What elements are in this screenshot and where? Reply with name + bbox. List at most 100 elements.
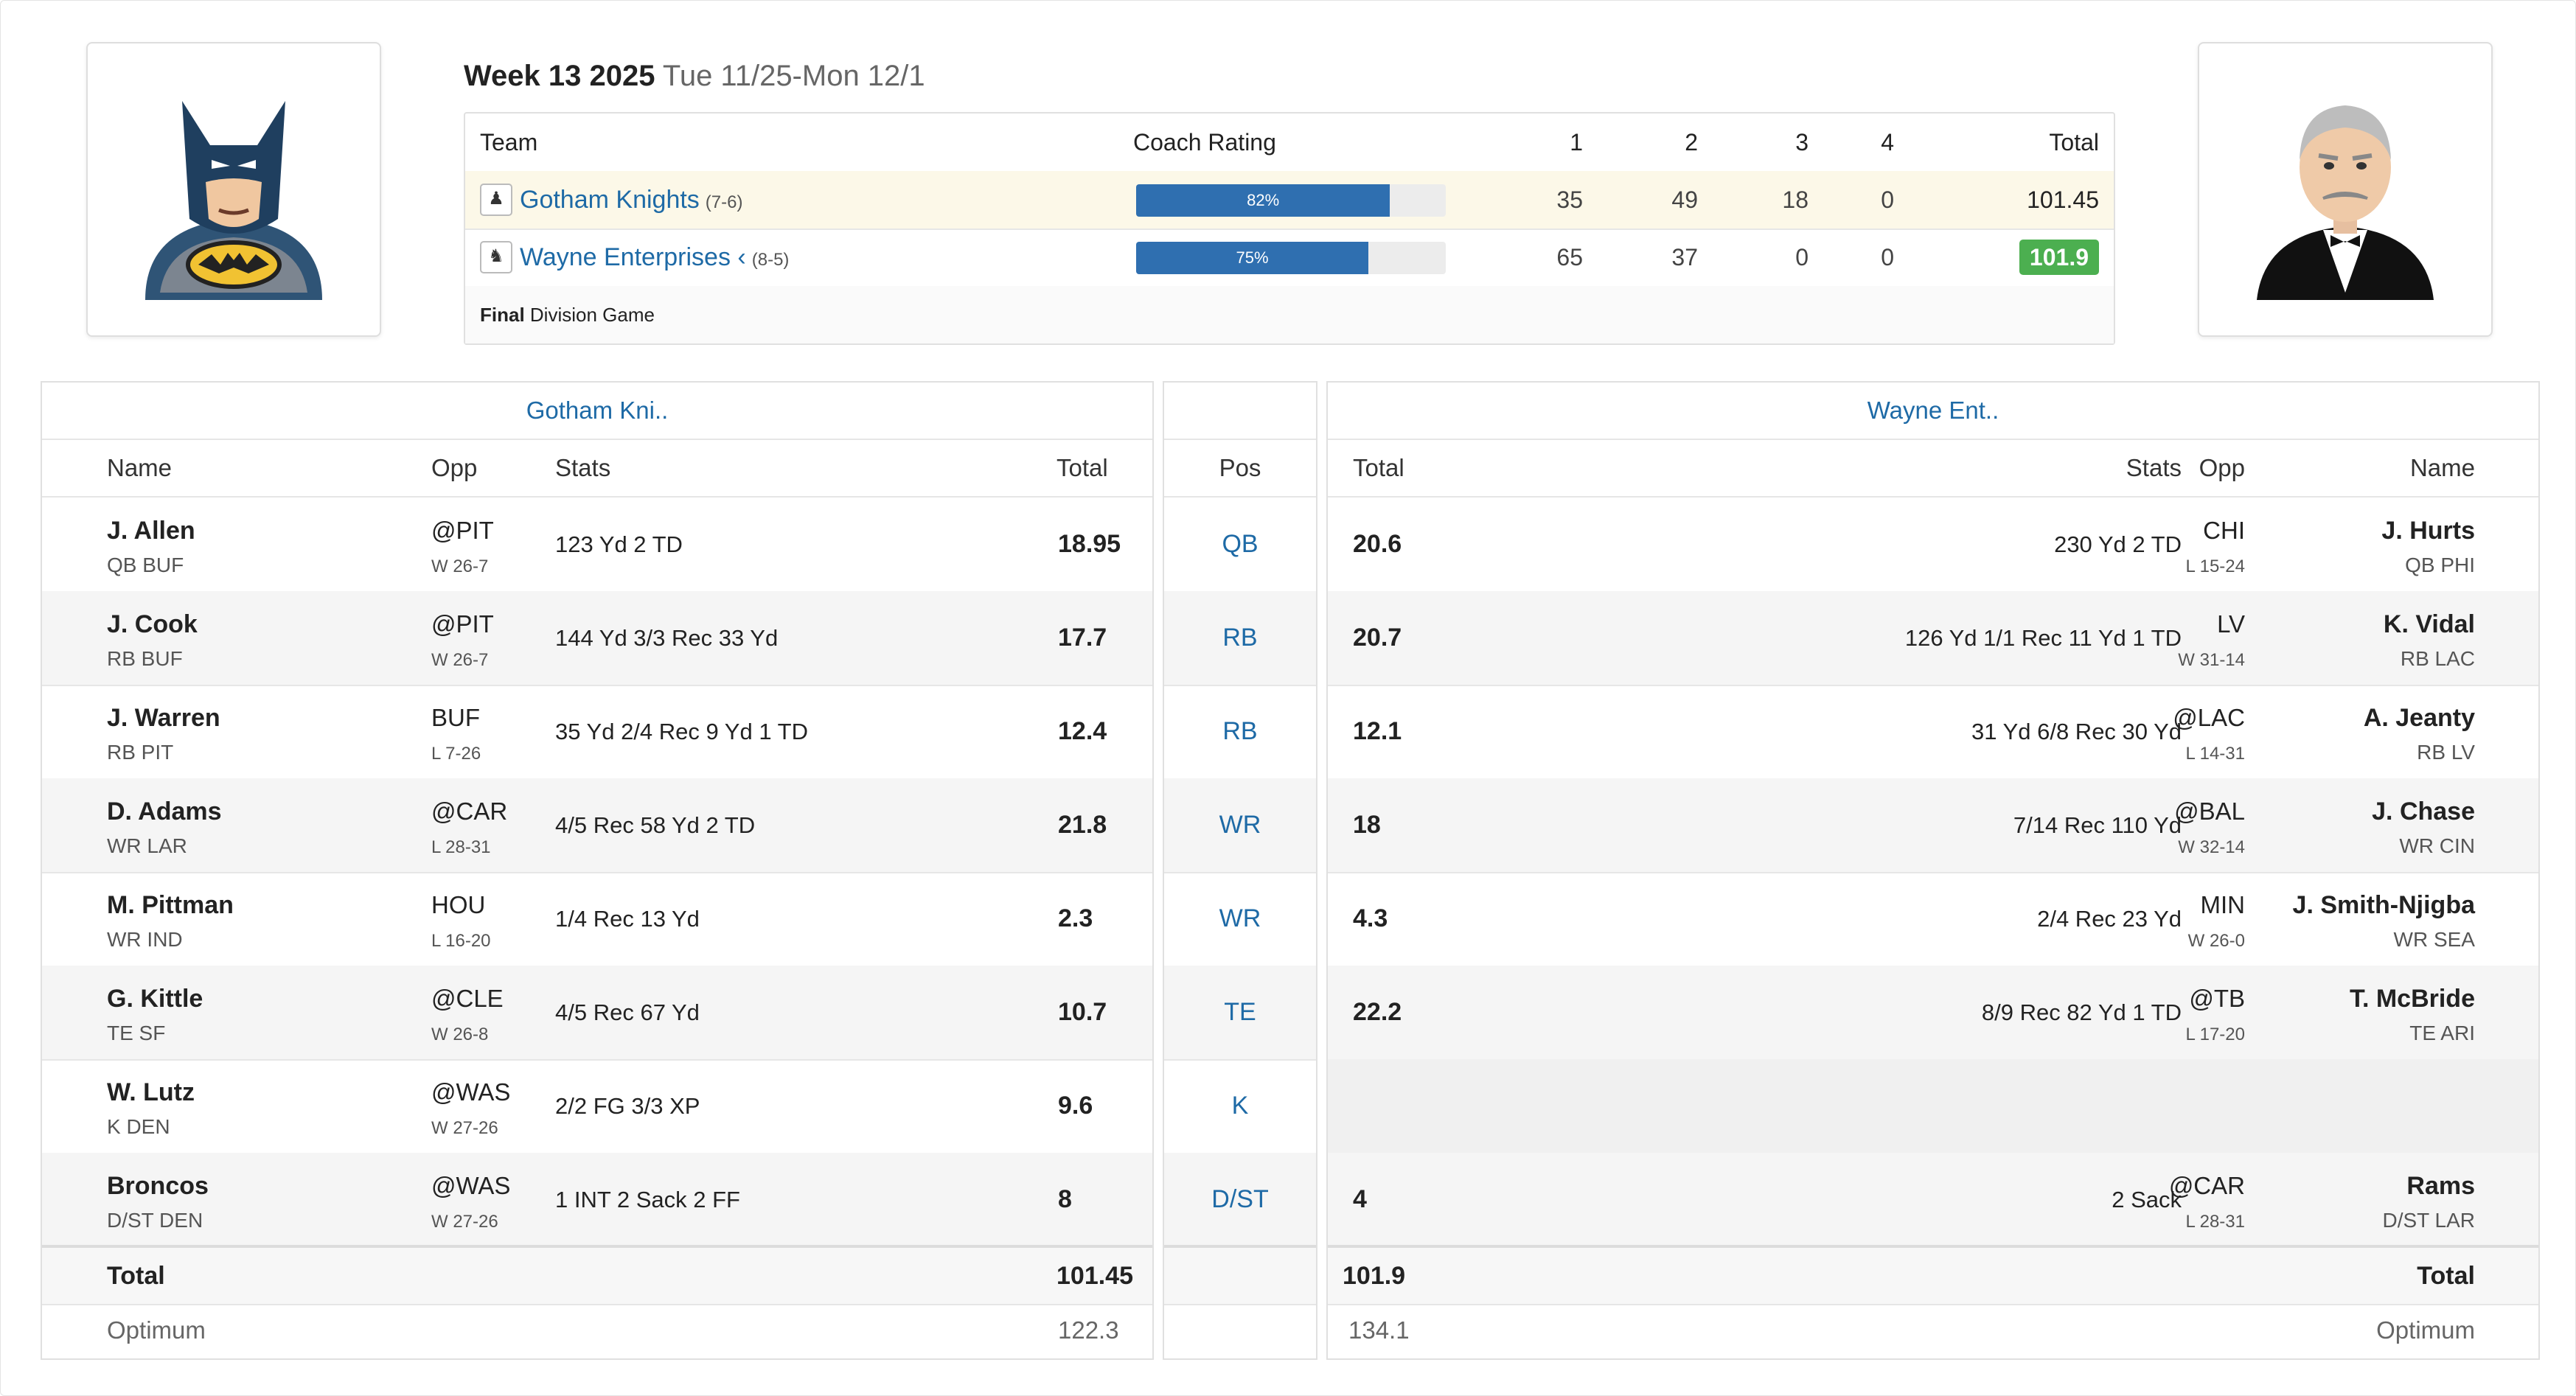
position-link[interactable]: WR <box>1219 904 1261 932</box>
team2-rating-bar: 75% <box>1136 228 1446 286</box>
team2-link[interactable]: Wayne Enterprises ‹ <box>520 243 746 271</box>
player-opp: @CLE <box>431 985 504 1012</box>
matchup-row-team1: ♟ Gotham Knights (7-6) 82% 35 49 18 0 101.… <box>465 171 2114 230</box>
player-pos-team: TE SF <box>107 1022 166 1044</box>
player-stats: 7/14 Rec 110 Yd <box>2013 812 2182 838</box>
right-team-panel: Wayne Ent.. Total Stats Opp Name 20.6 23… <box>1326 381 2540 1360</box>
team1-link[interactable]: Gotham Knights <box>520 186 700 214</box>
player-name[interactable]: J. Allen <box>107 517 195 545</box>
player-name[interactable]: Rams <box>2406 1172 2475 1200</box>
batman-avatar-icon[interactable] <box>86 42 381 337</box>
player-name[interactable]: J. Hurts <box>2381 517 2475 545</box>
right-team-title[interactable]: Wayne Ent.. <box>1328 383 2538 440</box>
team1-rating-fill: 82% <box>1136 184 1390 217</box>
player-stats: 2/4 Rec 23 Yd <box>2037 906 2182 932</box>
left-player-row[interactable]: Broncos D/ST DEN @WAS W 27-26 1 INT 2 Sa… <box>42 1153 1152 1248</box>
player-stats: 126 Yd 1/1 Rec 11 Yd 1 TD <box>1904 625 2182 651</box>
player-name[interactable]: W. Lutz <box>107 1078 195 1106</box>
butler-avatar-icon[interactable] <box>2198 42 2493 337</box>
right-player-row[interactable]: 18 7/14 Rec 110 Yd @BAL W 32-14 J. Chase… <box>1328 778 2538 873</box>
player-name[interactable]: A. Jeanty <box>2363 704 2475 732</box>
player-game-result: L 17-20 <box>2185 1025 2245 1044</box>
player-game-result: W 27-26 <box>431 1118 498 1138</box>
team1-record: (7-6) <box>705 192 743 212</box>
left-player-row[interactable]: J. Cook RB BUF @PIT W 26-7 144 Yd 3/3 Re… <box>42 591 1152 686</box>
player-game-result: W 26-8 <box>431 1025 489 1044</box>
position-link[interactable]: WR <box>1219 811 1261 839</box>
right-player-row[interactable]: 4 2 Sack @CAR L 28-31 Rams D/ST LAR <box>1328 1153 2538 1248</box>
player-name[interactable]: G. Kittle <box>107 985 203 1013</box>
col-q2: 2 <box>1685 129 1698 156</box>
team2-q4: 0 <box>1881 244 1894 271</box>
player-name[interactable]: J. Cook <box>107 610 198 638</box>
player-name[interactable]: J. Warren <box>107 704 220 732</box>
player-game-result: W 27-26 <box>431 1212 498 1232</box>
player-pos-team: K DEN <box>107 1115 170 1138</box>
left-col-total: Total <box>1056 454 1108 481</box>
player-total: 10.7 <box>1058 998 1107 1026</box>
right-optimum-value: 134.1 <box>1348 1316 1410 1344</box>
player-stats: 4/5 Rec 67 Yd <box>555 999 700 1025</box>
position-link[interactable]: RB <box>1222 717 1258 745</box>
matchup-row-team2: ♞ Wayne Enterprises ‹ (8-5) 75% 65 37 0 0 … <box>465 228 2114 287</box>
final-label: Final <box>480 304 525 326</box>
player-game-result: L 28-31 <box>2185 1212 2245 1232</box>
player-pos-team: RB LV <box>2417 741 2475 764</box>
team2-q2: 37 <box>1671 244 1698 271</box>
player-name[interactable]: D. Adams <box>107 798 222 826</box>
position-link[interactable]: TE <box>1224 998 1256 1026</box>
position-link[interactable]: QB <box>1222 530 1259 558</box>
player-game-result: W 26-7 <box>431 556 489 576</box>
col-total: Total <box>2049 129 2099 156</box>
position-total-row <box>1164 1245 1316 1305</box>
player-total: 18 <box>1353 811 1381 839</box>
player-opp: MIN <box>2200 891 2246 918</box>
left-player-row[interactable]: D. Adams WR LAR @CAR L 28-31 4/5 Rec 58 … <box>42 778 1152 873</box>
left-player-row[interactable]: M. Pittman WR IND HOU L 16-20 1/4 Rec 13… <box>42 872 1152 967</box>
right-player-row[interactable]: 20.6 230 Yd 2 TD CHI L 15-24 J. Hurts QB… <box>1328 498 2538 593</box>
player-total: 2.3 <box>1058 904 1093 932</box>
position-link[interactable]: RB <box>1222 624 1258 652</box>
right-player-row[interactable]: 22.2 8/9 Rec 82 Yd 1 TD @TB L 17-20 T. M… <box>1328 966 2538 1061</box>
player-name[interactable]: T. McBride <box>2349 985 2475 1013</box>
right-optimum-row: 134.1 Optimum <box>1328 1302 2538 1358</box>
right-player-row[interactable]: 20.7 126 Yd 1/1 Rec 11 Yd 1 TD LV W 31-1… <box>1328 591 2538 686</box>
team1-q3: 18 <box>1782 186 1809 213</box>
right-player-row[interactable]: 4.3 2/4 Rec 23 Yd MIN W 26-0 J. Smith-Nj… <box>1328 872 2538 967</box>
player-opp: LV <box>2217 610 2245 638</box>
right-empty-row <box>1328 1059 2538 1154</box>
position-row: TE <box>1164 966 1316 1061</box>
left-total-label: Total <box>107 1262 165 1290</box>
player-game-result: W 32-14 <box>2178 837 2245 857</box>
player-stats: 230 Yd 2 TD <box>2054 531 2182 557</box>
player-total: 17.7 <box>1058 624 1107 652</box>
left-team-title[interactable]: Gotham Kni.. <box>42 383 1152 440</box>
team1-q2: 49 <box>1671 186 1698 213</box>
left-player-row[interactable]: G. Kittle TE SF @CLE W 26-8 4/5 Rec 67 Y… <box>42 966 1152 1061</box>
player-stats: 35 Yd 2/4 Rec 9 Yd 1 TD <box>555 719 808 744</box>
position-link[interactable]: K <box>1231 1092 1249 1120</box>
player-name[interactable]: J. Chase <box>2372 798 2475 826</box>
player-pos-team: WR LAR <box>107 834 187 857</box>
position-row: K <box>1164 1059 1316 1154</box>
player-opp: @PIT <box>431 517 494 544</box>
right-player-row[interactable]: 12.1 31 Yd 6/8 Rec 30 Yd @LAC L 14-31 A.… <box>1328 685 2538 780</box>
player-name[interactable]: M. Pittman <box>107 891 234 919</box>
left-player-row[interactable]: W. Lutz K DEN @WAS W 27-26 2/2 FG 3/3 XP… <box>42 1059 1152 1154</box>
team2-total-cell: 101.9 <box>1984 228 2099 286</box>
player-name[interactable]: K. Vidal <box>2383 610 2475 638</box>
position-link[interactable]: D/ST <box>1211 1185 1269 1213</box>
position-panel: Pos QB RB RB WR WR TE K D/ST <box>1163 381 1317 1360</box>
left-player-row[interactable]: J. Warren RB PIT BUF L 7-26 35 Yd 2/4 Re… <box>42 685 1152 780</box>
player-pos-team: RB LAC <box>2400 647 2475 670</box>
player-pos-team: QB BUF <box>107 554 184 576</box>
player-total: 18.95 <box>1058 530 1121 558</box>
right-total-row: 101.9 Total <box>1328 1245 2538 1305</box>
right-total-label: Total <box>2417 1262 2475 1290</box>
player-opp: CHI <box>2203 517 2245 544</box>
player-name[interactable]: Broncos <box>107 1172 209 1200</box>
player-name[interactable]: J. Smith-Njigba <box>2292 891 2475 919</box>
left-player-row[interactable]: J. Allen QB BUF @PIT W 26-7 123 Yd 2 TD … <box>42 498 1152 593</box>
player-opp: @CAR <box>431 798 508 825</box>
